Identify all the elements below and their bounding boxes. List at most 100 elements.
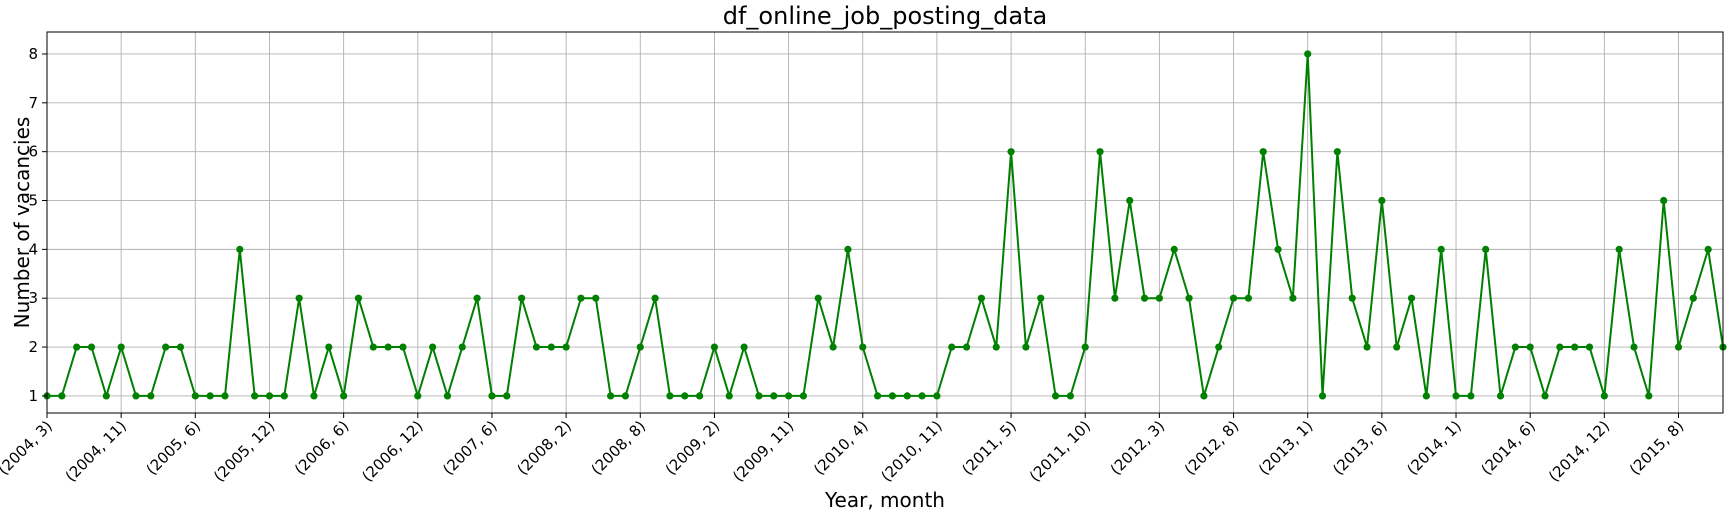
data-point (1185, 294, 1193, 302)
y-tick-label: 4 (28, 240, 38, 258)
data-point (933, 392, 941, 400)
data-point (1541, 392, 1549, 400)
grid-lines (46, 32, 1723, 413)
y-tick-label: 5 (28, 192, 38, 210)
data-point (1318, 392, 1327, 400)
data-point (666, 392, 674, 400)
data-point (1674, 343, 1683, 351)
data-point (1467, 392, 1475, 400)
data-point (369, 343, 377, 351)
data-point (221, 392, 229, 400)
data-point (755, 392, 763, 400)
x-tick-label: (2013, 6) (1329, 417, 1390, 478)
data-points (43, 50, 1727, 400)
data-point (473, 294, 481, 302)
data-point (443, 392, 452, 400)
data-point (1585, 343, 1594, 351)
y-tick-label: 7 (28, 94, 38, 112)
x-tick-label: (2009, 2) (662, 417, 723, 478)
data-point (1482, 245, 1490, 253)
data-point (384, 343, 392, 351)
x-tick-label: (2014, 6) (1478, 417, 1539, 478)
data-point (1200, 392, 1208, 400)
data-point (1066, 392, 1074, 400)
data-point (918, 392, 926, 400)
data-point (1689, 294, 1697, 302)
data-point (740, 343, 748, 351)
data-point (859, 343, 867, 351)
data-point (147, 392, 155, 400)
x-tick-label: (2011, 5) (958, 417, 1019, 478)
data-point (340, 392, 348, 400)
data-point (429, 343, 437, 351)
data-point (681, 392, 689, 400)
data-point (1274, 245, 1282, 253)
x-tick-label: (2004, 11) (62, 417, 130, 485)
data-point (784, 392, 793, 400)
data-point (1259, 148, 1267, 156)
x-tick-label: (2008, 2) (513, 417, 574, 478)
data-point (518, 294, 526, 302)
data-point (1526, 343, 1534, 351)
data-point (102, 392, 110, 400)
data-point (696, 392, 704, 400)
data-point (562, 343, 570, 351)
data-point (1126, 196, 1134, 205)
x-tick-label: (2009, 11) (729, 417, 797, 485)
data-point (162, 343, 170, 351)
data-point (1660, 196, 1668, 205)
data-point (948, 343, 956, 351)
x-tick-label: (2007, 6) (439, 417, 500, 478)
data-point (1452, 392, 1460, 400)
data-point (1630, 343, 1638, 351)
plot-frame (46, 31, 1724, 414)
data-point (1393, 343, 1401, 351)
data-point (251, 392, 259, 400)
data-point (1304, 50, 1312, 58)
data-point (903, 392, 911, 400)
data-point (607, 392, 615, 400)
y-tick-label: 3 (28, 289, 38, 307)
series-line (47, 53, 1724, 400)
x-tick-label: (2011, 10) (1026, 417, 1094, 485)
x-tick-label: (2014, 1) (1403, 417, 1464, 478)
x-tick-label: (2010, 4) (810, 417, 871, 478)
data-point (132, 392, 140, 400)
data-point (488, 392, 496, 400)
data-point (73, 343, 81, 351)
data-point (1407, 294, 1416, 302)
data-point (1007, 148, 1015, 156)
data-point (1229, 294, 1238, 302)
data-point (1244, 294, 1252, 302)
data-point (1333, 148, 1341, 156)
data-point (577, 294, 585, 302)
data-point (1496, 392, 1505, 400)
data-point (1556, 343, 1564, 351)
data-point (206, 392, 214, 400)
data-point (873, 392, 882, 400)
data-point (87, 343, 96, 351)
x-tick-label: (2006, 12) (358, 417, 426, 485)
data-point (636, 343, 644, 351)
data-point (710, 343, 719, 351)
chart-title: df_online_job_posting_data (723, 2, 1047, 30)
series-line-group (47, 53, 1724, 400)
x-tick-label: (2012, 3) (1107, 417, 1168, 478)
data-point (1111, 294, 1119, 302)
data-point (280, 392, 288, 400)
x-tick-label: (2005, 12) (210, 417, 278, 485)
data-point (977, 294, 986, 302)
data-point (310, 392, 318, 400)
data-point (503, 392, 511, 400)
data-point (592, 294, 600, 302)
data-point (1600, 392, 1608, 400)
data-point (651, 294, 659, 302)
data-point (1422, 392, 1430, 400)
data-point (1645, 392, 1653, 400)
x-tick-label: (2008, 8) (588, 417, 649, 478)
x-axis-ticks: (2004, 3) (2004, 11) (2005, 6) (2005, 12) (2… (0, 413, 1687, 485)
data-point (844, 245, 852, 253)
data-point (1140, 294, 1149, 302)
data-point (1511, 343, 1519, 351)
